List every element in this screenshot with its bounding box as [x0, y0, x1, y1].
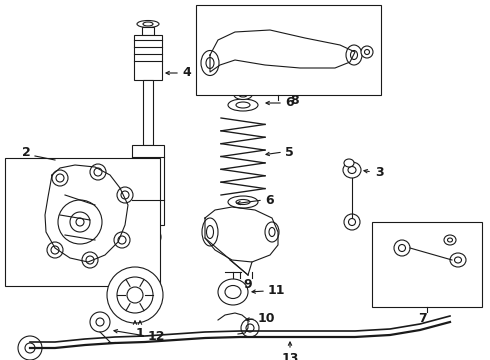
Circle shape [47, 242, 63, 258]
Text: 9: 9 [244, 278, 252, 291]
Ellipse shape [350, 50, 358, 59]
Ellipse shape [236, 102, 250, 108]
Circle shape [51, 246, 59, 254]
Bar [196, 5, 381, 95]
Ellipse shape [348, 219, 356, 225]
Ellipse shape [269, 228, 275, 237]
Text: 5: 5 [285, 145, 294, 158]
Ellipse shape [361, 46, 373, 58]
Ellipse shape [344, 214, 360, 230]
Circle shape [241, 319, 259, 337]
Ellipse shape [228, 99, 258, 111]
Circle shape [118, 236, 126, 244]
Bar [5, 158, 160, 286]
Circle shape [117, 277, 153, 313]
Circle shape [96, 318, 104, 326]
Ellipse shape [135, 226, 161, 248]
Text: 2: 2 [22, 145, 31, 158]
Circle shape [25, 343, 35, 353]
Ellipse shape [201, 50, 219, 76]
Circle shape [58, 200, 102, 244]
Ellipse shape [344, 159, 354, 167]
Text: 13: 13 [281, 352, 299, 360]
Circle shape [56, 174, 64, 182]
Circle shape [117, 187, 133, 203]
Text: 3: 3 [375, 166, 384, 179]
Ellipse shape [218, 279, 248, 305]
Bar [132, 145, 164, 225]
Circle shape [127, 287, 143, 303]
Circle shape [114, 232, 130, 248]
Circle shape [94, 168, 102, 176]
Ellipse shape [234, 90, 252, 99]
Bar [372, 222, 482, 307]
Text: 8: 8 [290, 94, 298, 107]
Bar [134, 35, 162, 80]
Text: 10: 10 [258, 311, 275, 324]
Ellipse shape [202, 218, 218, 246]
Ellipse shape [265, 222, 279, 242]
Circle shape [18, 336, 42, 360]
Ellipse shape [228, 196, 258, 208]
Ellipse shape [394, 240, 410, 256]
Ellipse shape [450, 253, 466, 267]
Ellipse shape [206, 58, 214, 68]
Circle shape [86, 256, 94, 264]
Circle shape [52, 170, 68, 186]
Circle shape [121, 191, 129, 199]
Circle shape [76, 218, 84, 226]
Circle shape [82, 252, 98, 268]
Text: 1: 1 [136, 327, 145, 340]
Circle shape [70, 212, 90, 232]
Circle shape [90, 164, 106, 180]
Ellipse shape [143, 22, 153, 26]
Text: 7: 7 [417, 312, 426, 325]
Circle shape [90, 312, 110, 332]
Ellipse shape [236, 199, 250, 204]
Ellipse shape [225, 285, 241, 298]
Text: 6: 6 [265, 194, 273, 207]
Ellipse shape [137, 21, 159, 27]
Ellipse shape [455, 257, 462, 263]
Ellipse shape [206, 225, 214, 238]
Ellipse shape [398, 244, 406, 252]
Text: 11: 11 [268, 284, 286, 297]
Text: 12: 12 [148, 330, 166, 343]
Ellipse shape [447, 238, 452, 242]
Circle shape [246, 324, 254, 332]
Bar [142, 27, 154, 35]
Ellipse shape [239, 93, 247, 97]
Ellipse shape [343, 162, 361, 178]
Text: 4: 4 [182, 67, 191, 80]
Ellipse shape [444, 235, 456, 245]
Ellipse shape [142, 232, 154, 242]
Ellipse shape [365, 49, 369, 54]
Text: 6: 6 [285, 96, 294, 109]
Ellipse shape [348, 166, 356, 174]
Circle shape [107, 267, 163, 323]
Ellipse shape [346, 45, 362, 65]
Bar [143, 80, 153, 145]
